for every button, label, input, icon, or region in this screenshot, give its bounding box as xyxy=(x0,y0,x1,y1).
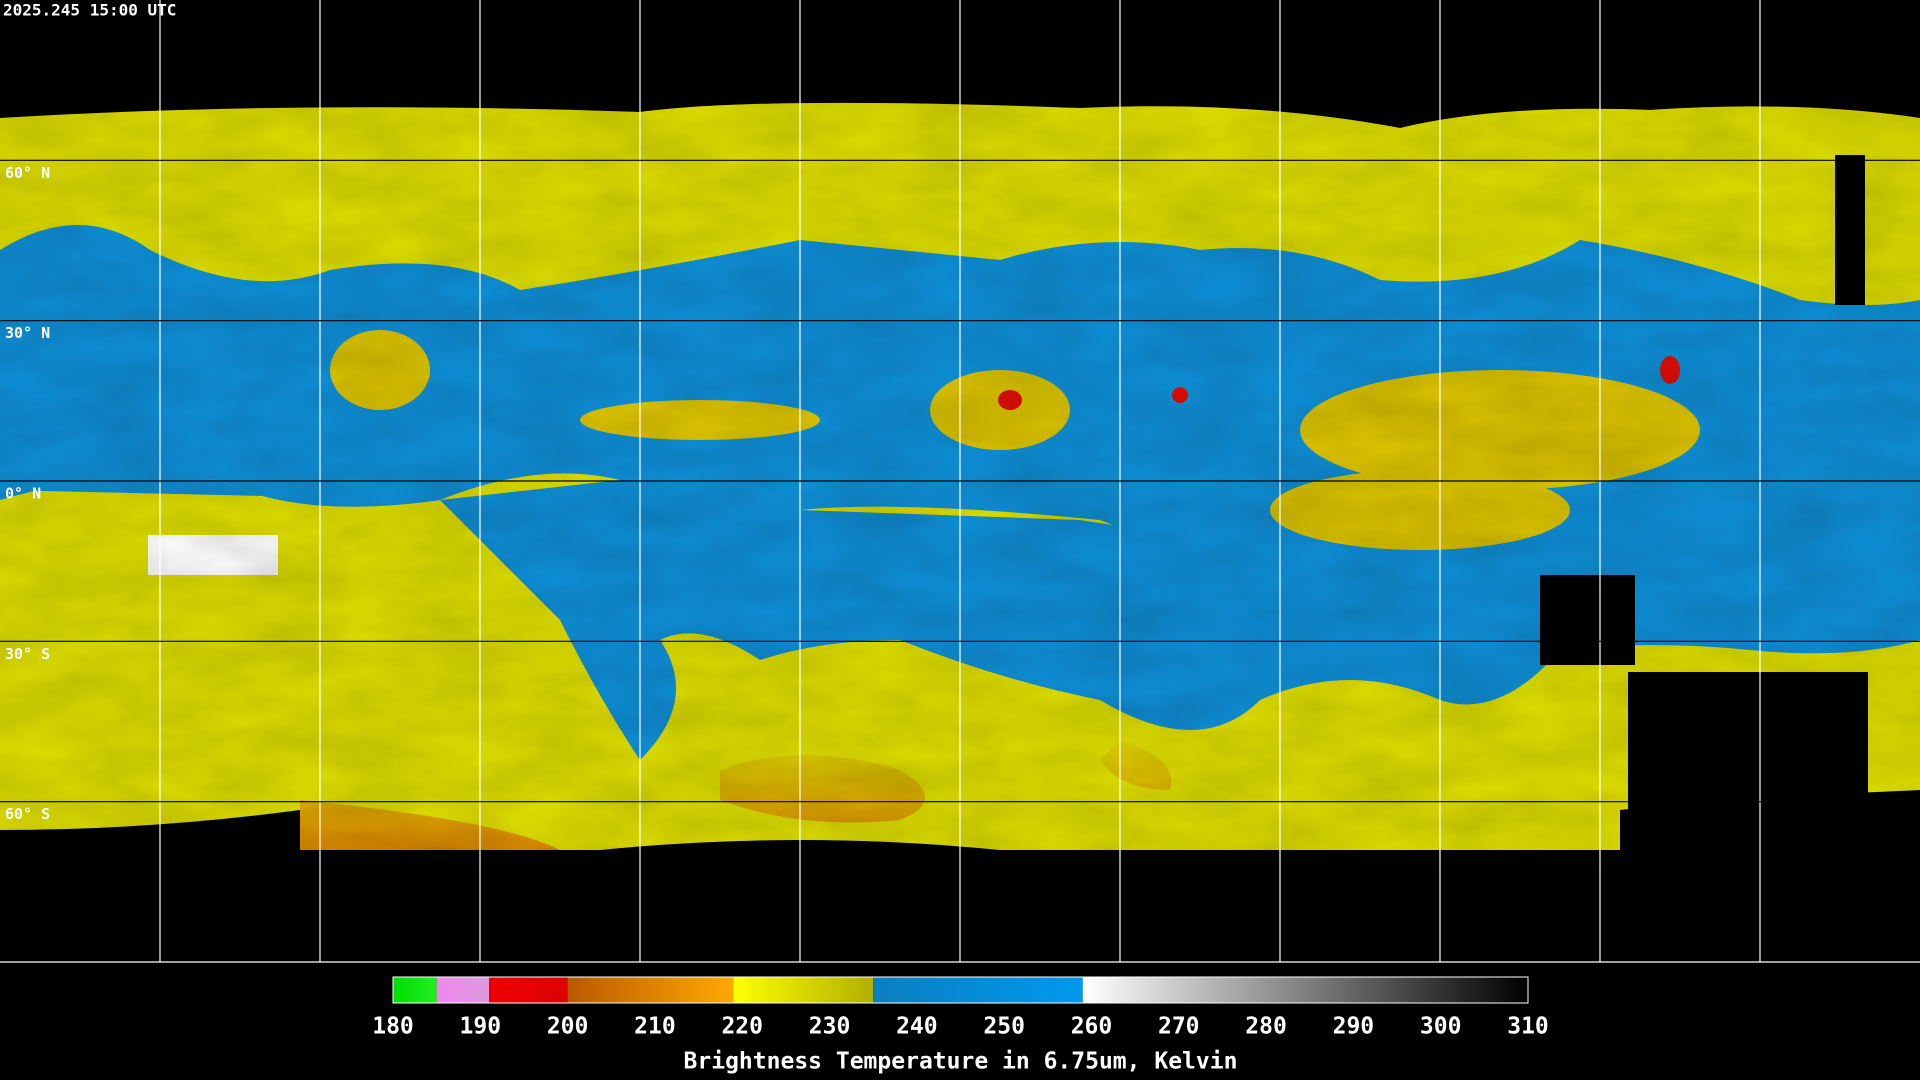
cloud xyxy=(580,400,820,440)
cloud xyxy=(930,370,1070,450)
deep-convection xyxy=(998,390,1022,410)
cloud xyxy=(330,330,430,410)
colorbar-segment xyxy=(733,977,874,1003)
deep-convection xyxy=(1172,387,1188,403)
colorbar-tick-label: 290 xyxy=(1333,1014,1375,1040)
colorbar-segment xyxy=(393,977,437,1003)
latitude-label: 0° N xyxy=(5,485,41,503)
colorbar-tick-label: 310 xyxy=(1507,1014,1549,1040)
colorbar-tick-label: 230 xyxy=(809,1014,851,1040)
cloud xyxy=(1270,470,1570,550)
colorbar-tick-label: 200 xyxy=(547,1014,589,1040)
latitude-label: 30° S xyxy=(5,645,50,663)
colorbar-tick-label: 300 xyxy=(1420,1014,1462,1040)
colorbar-label: Brightness Temperature in 6.75um, Kelvin xyxy=(684,1049,1238,1075)
no-data xyxy=(1628,672,1868,852)
deep-convection xyxy=(1660,356,1680,384)
colorbar-tick-label: 210 xyxy=(634,1014,676,1040)
colorbar-tick-label: 260 xyxy=(1071,1014,1113,1040)
colorbar-segment xyxy=(873,977,1083,1003)
colorbar-tick-label: 220 xyxy=(721,1014,763,1040)
no-data xyxy=(1835,155,1865,305)
colorbar-tick-label: 190 xyxy=(460,1014,502,1040)
colorbar-segment xyxy=(1082,977,1528,1003)
colorbar-tick-label: 280 xyxy=(1245,1014,1287,1040)
colorbar-segment xyxy=(436,977,490,1003)
colorbar-tick-label: 270 xyxy=(1158,1014,1200,1040)
colorbar-segment xyxy=(489,977,568,1003)
latitude-label: 60° S xyxy=(5,805,50,823)
colorbar-tick-label: 250 xyxy=(983,1014,1025,1040)
colorbar-tick-label: 240 xyxy=(896,1014,938,1040)
latitude-label: 60° N xyxy=(5,164,50,182)
latitude-label: 30° N xyxy=(5,324,50,342)
cold-south xyxy=(300,740,1172,850)
timestamp: 2025.245 15:00 UTC xyxy=(3,1,176,20)
colorbar-segment xyxy=(567,977,734,1003)
no-data xyxy=(1540,575,1635,665)
colorbar-tick-label: 180 xyxy=(372,1014,414,1040)
cloud xyxy=(1300,370,1700,490)
missing-data xyxy=(148,535,278,575)
colorbar-frame xyxy=(392,976,1529,1004)
